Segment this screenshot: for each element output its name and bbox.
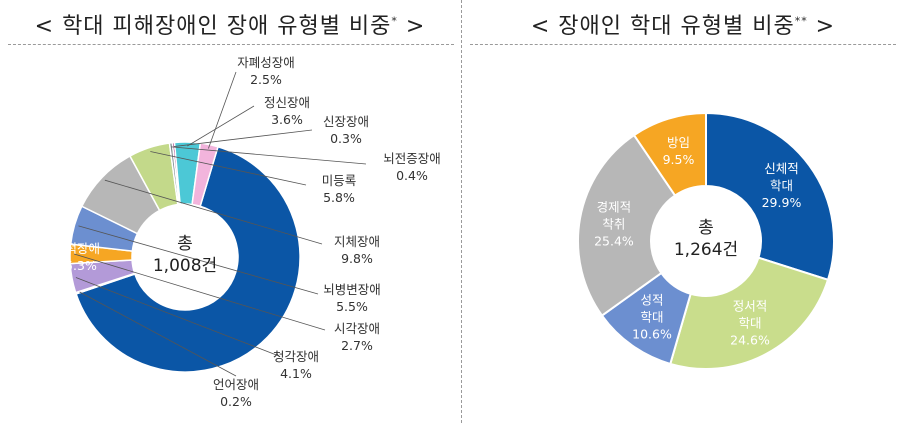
slice-label-미등록: 미등록 5.8% bbox=[322, 173, 357, 205]
donut-center-total: 총 1,008건 bbox=[153, 234, 217, 276]
donut-slice-신체적-학대 bbox=[705, 111, 835, 282]
slice-label-방임: 방임 9.5% bbox=[663, 135, 695, 167]
slice-label-경제적-착취: 경제적 착취 25.4% bbox=[594, 200, 634, 249]
donut-center-total: 총 1,264건 bbox=[674, 218, 738, 260]
slice-label-시각장애: 시각장애 2.7% bbox=[334, 321, 380, 353]
slice-label-언어장애: 언어장애 0.2% bbox=[213, 377, 259, 409]
donut-slice-자폐성장애 bbox=[191, 142, 219, 208]
donut-slice-지적장애 bbox=[75, 145, 301, 373]
slice-label-정신장애: 정신장애 3.6% bbox=[264, 95, 310, 127]
donut-slice-방임 bbox=[632, 111, 707, 197]
slice-label-자폐성장애: 자폐성장애 2.5% bbox=[237, 55, 295, 87]
leader-line-정신장애 bbox=[187, 105, 255, 147]
right-chart-title: < 장애인 학대 유형별 비중** > bbox=[530, 14, 836, 39]
left-title-rule bbox=[8, 44, 454, 45]
panel-divider bbox=[461, 0, 462, 423]
slice-label-청각장애: 청각장애 4.1% bbox=[273, 349, 319, 381]
slice-label-성적-학대: 성적 학대 10.6% bbox=[632, 292, 672, 341]
leader-line-언어장애 bbox=[79, 291, 237, 377]
donut-slice-정서적-학대 bbox=[669, 256, 830, 370]
slice-label-지체장애: 지체장애 9.8% bbox=[334, 234, 380, 266]
leader-line-청각장애 bbox=[75, 277, 280, 357]
slice-label-신체적-학대: 신체적 학대 29.9% bbox=[762, 161, 802, 210]
slice-label-정서적-학대: 정서적 학대 24.6% bbox=[730, 298, 770, 347]
leader-line-뇌병변장애 bbox=[78, 225, 319, 295]
slice-label-신장장애: 신장장애 0.3% bbox=[323, 114, 369, 146]
slice-label-뇌전증장애: 뇌전증장애 0.4% bbox=[383, 151, 441, 183]
leader-line-뇌전증장애 bbox=[171, 146, 367, 165]
leader-line-시각장애 bbox=[73, 253, 326, 331]
left-chart-title: < 학대 피해장애인 장애 유형별 비중* > bbox=[34, 14, 426, 39]
right-title-rule bbox=[470, 44, 896, 45]
donut-slice-경제적-착취 bbox=[577, 133, 677, 317]
slice-label-뇌병변장애: 뇌병변장애 5.5% bbox=[323, 282, 381, 314]
leader-line-미등록 bbox=[150, 151, 307, 186]
slice-label-지적장애: 지적장애 65.3% bbox=[54, 241, 100, 273]
leader-line-자폐성장애 bbox=[208, 71, 237, 149]
leader-line-신장장애 bbox=[173, 129, 313, 147]
leader-line-지체장애 bbox=[104, 179, 323, 245]
